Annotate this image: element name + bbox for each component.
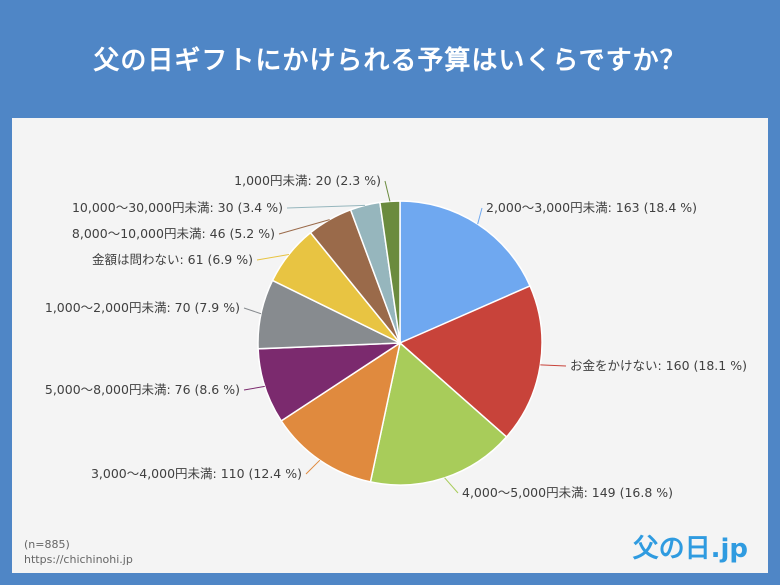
source-url[interactable]: https://chichinohi.jp	[24, 553, 133, 566]
leader-line	[384, 180, 391, 202]
leader-line	[256, 254, 290, 261]
slice-data-label: 金額は問わない: 61 (6.9 %)	[92, 252, 253, 267]
leader-line	[243, 385, 265, 391]
slice-data-label: 1,000円未満: 20 (2.3 %)	[234, 173, 381, 188]
pie-slice	[399, 200, 532, 345]
leader-line	[444, 477, 459, 494]
leader-line	[477, 207, 483, 225]
site-logo: 父の日.jp	[632, 534, 748, 564]
leader-line	[540, 364, 567, 367]
slice-data-label: お金をかけない: 160 (18.1 %)	[570, 358, 747, 373]
leader-line	[278, 219, 330, 235]
slice-data-label: 10,000〜30,000円未満: 30 (3.4 %)	[72, 200, 283, 215]
pie-slice	[398, 284, 543, 438]
pie-slice	[280, 341, 402, 483]
slice-data-label: 3,000〜4,000円未満: 110 (12.4 %)	[91, 466, 302, 481]
leader-line	[305, 459, 321, 475]
slice-data-label: 2,000〜3,000円未満: 163 (18.4 %)	[486, 200, 697, 215]
slice-data-label: 5,000〜8,000円未満: 76 (8.6 %)	[45, 382, 240, 397]
pie-slice	[369, 341, 508, 486]
header-banner: 父の日ギフトにかけられる予算はいくらですか？	[0, 0, 780, 118]
page-title: 父の日ギフトにかけられる予算はいくらですか？	[93, 46, 687, 76]
sample-size-note: (n=885)	[24, 538, 70, 551]
leader-line	[243, 307, 262, 315]
slice-data-label: 4,000〜5,000円未満: 149 (16.8 %)	[462, 485, 673, 500]
slice-data-label: 1,000〜2,000円未満: 70 (7.9 %)	[45, 300, 240, 315]
leader-line	[286, 204, 366, 209]
slice-data-label: 8,000〜10,000円未満: 46 (5.2 %)	[72, 226, 275, 241]
